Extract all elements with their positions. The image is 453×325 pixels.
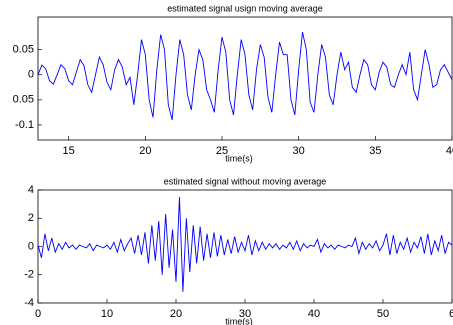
chart-title: estimated signal without moving average	[164, 176, 327, 186]
x-tick-label: 10	[101, 308, 113, 320]
y-tick-label: 0.05	[13, 44, 34, 56]
x-tick-label: 40	[446, 145, 453, 157]
y-tick-label: 0.05	[13, 94, 34, 106]
x-tick-label: 30	[239, 308, 251, 320]
chart-title: estimated signal usign moving average	[167, 3, 323, 13]
y-tick-label: -4	[24, 297, 34, 309]
x-tick-label: 6	[449, 308, 453, 320]
x-tick-label: 0	[35, 308, 41, 320]
y-tick-label: -2	[24, 269, 34, 281]
y-tick-label: -0.1	[15, 119, 34, 131]
x-tick-label: 25	[216, 145, 228, 157]
axes-box	[37, 189, 453, 304]
x-tick-label: 35	[369, 145, 381, 157]
y-tick-label: 0	[28, 69, 34, 81]
x-axis-label: time(s)	[225, 316, 253, 325]
x-tick-label: 20	[139, 145, 151, 157]
x-tick-label: 15	[63, 145, 75, 157]
y-tick-label: 0	[28, 240, 34, 252]
x-tick-label: 40	[308, 308, 320, 320]
x-tick-label: 20	[170, 308, 182, 320]
x-axis-label: time(s)	[225, 153, 253, 163]
axes-box	[37, 16, 453, 141]
signal-line	[37, 197, 453, 292]
y-tick-label: 4	[28, 184, 34, 196]
signal-line	[37, 31, 453, 121]
x-tick-label: 50	[377, 308, 389, 320]
y-tick-label: 2	[28, 212, 34, 224]
x-tick-label: 30	[293, 145, 305, 157]
